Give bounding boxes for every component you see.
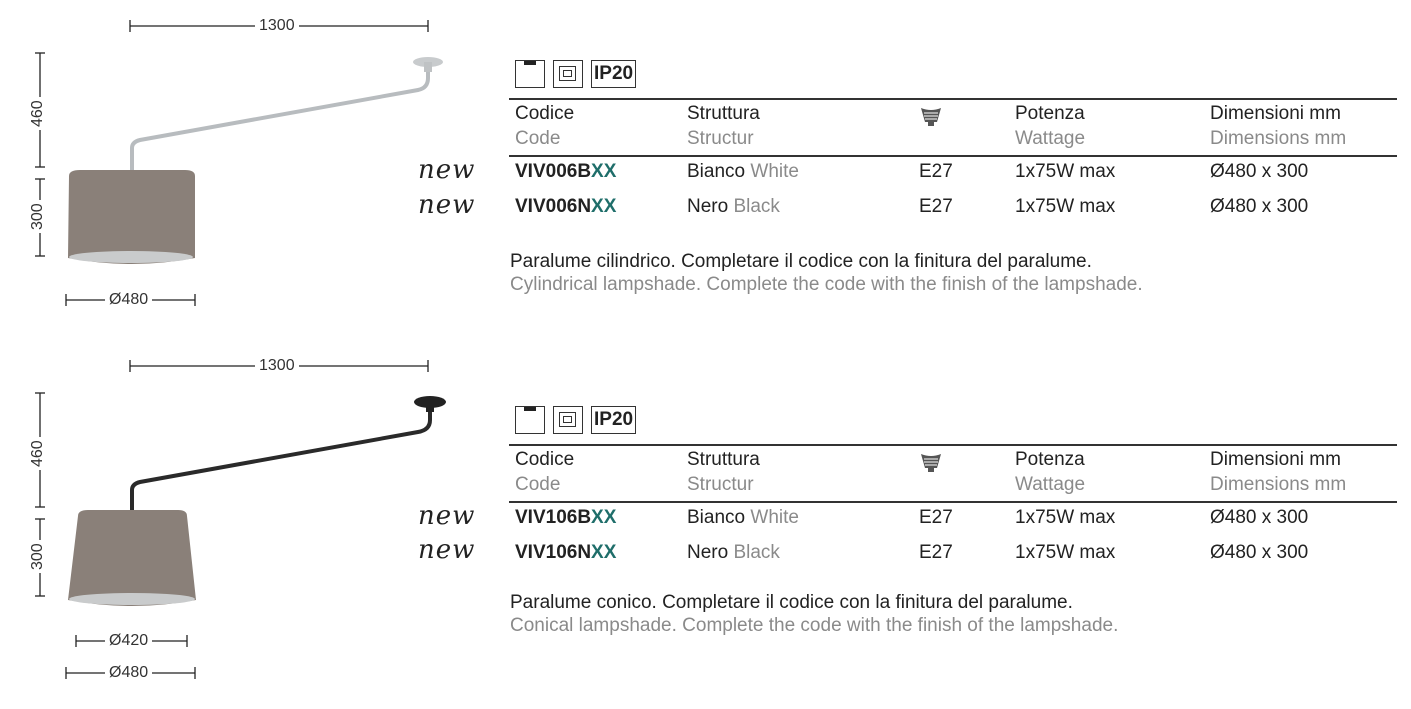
new-badge: new — [418, 535, 476, 565]
socket: E27 — [919, 507, 953, 528]
dimension-diameter: Ø480 — [105, 664, 153, 682]
badge-row: IP20 — [515, 406, 637, 434]
socket: E27 — [919, 542, 953, 563]
dimensions: Ø480 x 300 — [1210, 196, 1309, 217]
header-structure-en: Structur — [687, 474, 754, 495]
finish-placeholder: XX — [591, 542, 617, 563]
header-code: Codice — [515, 449, 575, 470]
dimension-width: 1300 — [255, 357, 299, 375]
new-badge: new — [418, 501, 476, 531]
ip-rating-badge: IP20 — [591, 406, 637, 434]
dimension-top-diameter: Ø420 — [105, 632, 153, 650]
finish-placeholder: XX — [591, 196, 617, 217]
header-dimensions-en: Dimensions mm — [1210, 128, 1347, 149]
new-badge: new — [418, 155, 476, 185]
badge-row: IP20 — [515, 60, 637, 88]
product-section-viv106: 1300 460 300 Ø420 Ø480 new new IP20 Codi… — [0, 340, 1411, 685]
new-badge: new — [418, 190, 476, 220]
product-code: VIV106N — [515, 542, 592, 563]
finish-placeholder: XX — [591, 161, 617, 182]
socket: E27 — [919, 196, 953, 217]
e27-bulb-icon — [921, 454, 941, 472]
e27-bulb-icon — [921, 108, 941, 126]
socket: E27 — [919, 161, 953, 182]
description-en: Cylindrical lampshade. Complete the code… — [510, 274, 1143, 295]
header-power: Potenza — [1015, 103, 1085, 124]
header-structure-en: Structur — [687, 128, 754, 149]
dimension-shade-height: 300 — [29, 540, 47, 573]
header-power: Potenza — [1015, 449, 1085, 470]
dimension-width: 1300 — [255, 17, 299, 35]
structure-it: Bianco — [687, 507, 746, 528]
product-code: VIV006N — [515, 196, 592, 217]
product-section-viv006: 1300 460 300 Ø480 new new IP20 Codice Co… — [0, 0, 1411, 345]
product-code: VIV106B — [515, 507, 592, 528]
dimension-shade-height: 300 — [29, 200, 47, 233]
structure-it: Bianco — [687, 161, 746, 182]
dimensions: Ø480 x 300 — [1210, 507, 1309, 528]
header-power-en: Wattage — [1015, 128, 1086, 149]
header-structure: Struttura — [687, 103, 760, 124]
dimensions: Ø480 x 300 — [1210, 542, 1309, 563]
finish-placeholder: XX — [591, 507, 617, 528]
dimensions: Ø480 x 300 — [1210, 161, 1309, 182]
description-en: Conical lampshade. Complete the code wit… — [510, 615, 1119, 636]
header-dimensions: Dimensioni mm — [1210, 103, 1341, 124]
double-insulation-icon — [553, 60, 583, 88]
header-code-en: Code — [515, 128, 561, 149]
header-dimensions: Dimensioni mm — [1210, 449, 1341, 470]
description: Paralume conico. Completare il codice co… — [510, 591, 1118, 637]
product-code: VIV006B — [515, 161, 592, 182]
description-it: Paralume cilindrico. Completare il codic… — [510, 251, 1092, 272]
header-dimensions-en: Dimensions mm — [1210, 474, 1347, 495]
power: 1x75W max — [1015, 196, 1116, 217]
structure-en: White — [750, 161, 799, 182]
double-insulation-icon — [553, 406, 583, 434]
structure-it: Nero — [687, 542, 729, 563]
lamp-drawing-cylindrical — [35, 20, 443, 306]
structure-it: Nero — [687, 196, 729, 217]
structure-en: Black — [733, 542, 780, 563]
description-it: Paralume conico. Completare il codice co… — [510, 592, 1073, 613]
power: 1x75W max — [1015, 161, 1116, 182]
header-code: Codice — [515, 103, 575, 124]
dimension-arm-height: 460 — [29, 437, 47, 470]
ceiling-mount-icon — [515, 406, 545, 434]
description: Paralume cilindrico. Completare il codic… — [510, 250, 1143, 296]
ceiling-mount-icon — [515, 60, 545, 88]
ip-rating-badge: IP20 — [591, 60, 637, 88]
header-code-en: Code — [515, 474, 561, 495]
structure-en: Black — [733, 196, 780, 217]
power: 1x75W max — [1015, 507, 1116, 528]
structure-en: White — [750, 507, 799, 528]
header-power-en: Wattage — [1015, 474, 1086, 495]
header-structure: Struttura — [687, 449, 760, 470]
power: 1x75W max — [1015, 542, 1116, 563]
dimension-arm-height: 460 — [29, 97, 47, 130]
dimension-diameter: Ø480 — [105, 291, 153, 309]
